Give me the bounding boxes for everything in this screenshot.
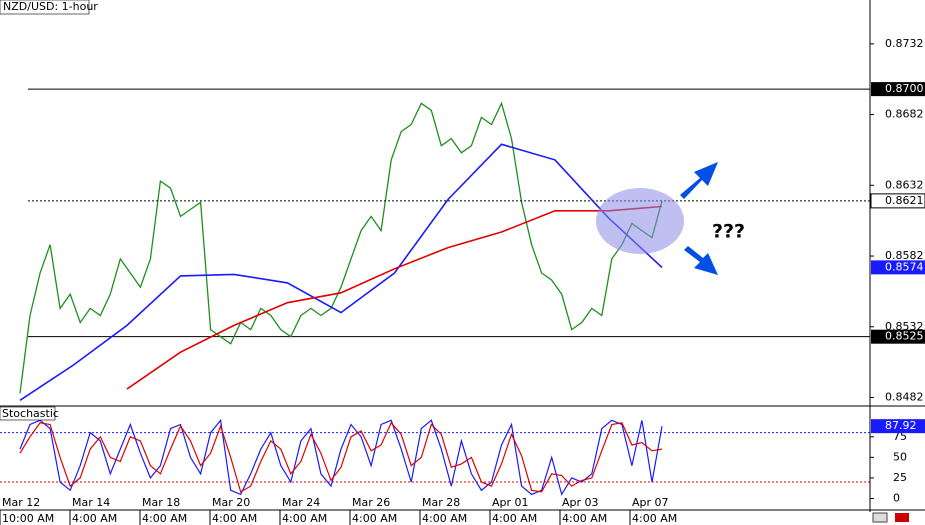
x-time-label: 4:00 AM xyxy=(142,512,187,525)
axes: 0.8482 0.8532 0.8582 0.8632 0.8682 0.8732 0.87… xyxy=(0,37,925,525)
down-arrow xyxy=(684,246,718,275)
stochastic-title: Stochastic xyxy=(2,407,59,420)
x-time-label: 4:00 AM xyxy=(562,512,607,525)
x-date-label: Mar 20 xyxy=(212,496,250,509)
x-time-label: 4:00 AM xyxy=(352,512,397,525)
level-label: 0.8700 xyxy=(885,82,924,95)
x-date-label: Apr 03 xyxy=(562,496,599,509)
value-label: 0.8621 xyxy=(885,194,924,207)
value-label: 0.8574 xyxy=(885,260,924,273)
shift-button[interactable] xyxy=(895,513,909,522)
x-time-label: 4:00 AM xyxy=(632,512,677,525)
x-time-label: 4:00 AM xyxy=(212,512,257,525)
stoch-label-box xyxy=(871,419,925,434)
x-date-label: Apr 01 xyxy=(492,496,529,509)
stochastic-title-box xyxy=(0,406,56,421)
stoch-tick-label: 0 xyxy=(893,491,900,504)
chart-title: NZD/USD: 1-hour xyxy=(3,0,98,13)
stoch-line xyxy=(19,418,663,496)
x-date-label: Mar 26 xyxy=(352,496,390,509)
highlight-ellipse xyxy=(596,188,684,254)
scroll-button[interactable] xyxy=(872,512,888,523)
ma-label-box xyxy=(871,260,925,275)
x-time-label: 4:00 AM xyxy=(422,512,467,525)
title-box xyxy=(0,0,90,15)
level-label: 0.8525 xyxy=(885,330,924,343)
stoch-tick-label: 25 xyxy=(893,471,907,484)
price-pane xyxy=(19,88,870,401)
arrows xyxy=(680,162,718,275)
level-label-box xyxy=(871,329,925,344)
x-time-label: 4:00 AM xyxy=(492,512,537,525)
y-tick-label: 0.8482 xyxy=(885,391,924,404)
x-date-label: Mar 18 xyxy=(142,496,180,509)
stochastic-pane xyxy=(0,418,870,496)
x-date-label: Mar 14 xyxy=(72,496,110,509)
x-date-label: Mar 28 xyxy=(422,496,460,509)
y-tick-label: 0.8532 xyxy=(885,320,924,333)
x-time-label: 4:00 AM xyxy=(282,512,327,525)
y-tick-label: 0.8682 xyxy=(885,108,924,121)
up-arrow xyxy=(680,162,718,199)
y-tick-label: 0.8582 xyxy=(885,249,924,262)
y-tick-label: 0.8632 xyxy=(885,178,924,191)
x-time-label: 10:00 AM xyxy=(2,512,54,525)
stoch-tick-label: 50 xyxy=(893,450,907,463)
level-label-box xyxy=(871,82,925,97)
moving-average xyxy=(19,143,663,401)
annotation: ??? xyxy=(712,221,745,243)
stoch-line xyxy=(19,421,663,493)
x-date-label: Mar 12 xyxy=(2,496,40,509)
x-date-label: Apr 07 xyxy=(632,496,669,509)
x-time-label: 4:00 AM xyxy=(72,512,117,525)
stoch-value-label: 87.92 xyxy=(885,419,917,432)
x-date-label: Mar 24 xyxy=(282,496,320,509)
y-tick-label: 0.8732 xyxy=(885,37,924,50)
moving-average xyxy=(126,205,663,390)
price-line xyxy=(19,101,663,394)
current-price-box xyxy=(870,193,925,209)
